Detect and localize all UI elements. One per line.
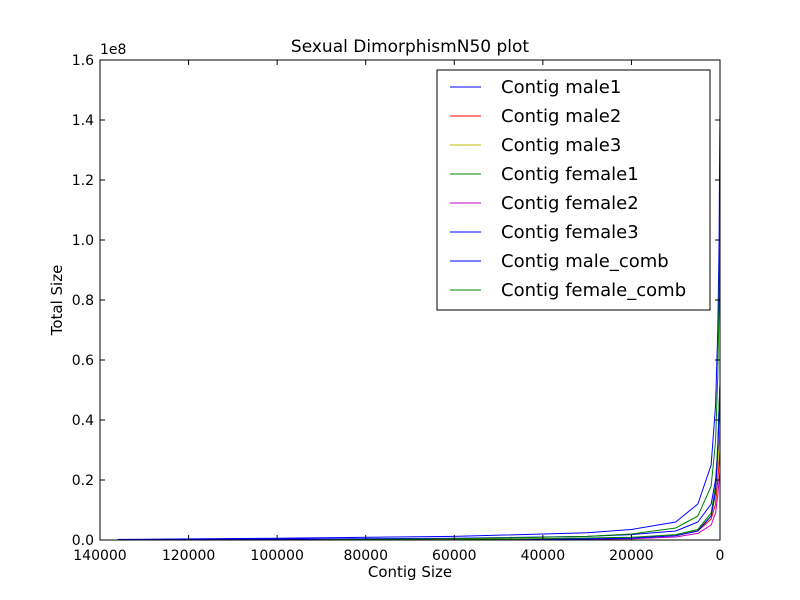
x-tick-label: 0	[716, 548, 725, 564]
y-tick-label: 0.6	[72, 353, 94, 369]
y-axis-title: Total Size	[48, 265, 66, 337]
x-axis-title: Contig Size	[368, 563, 452, 581]
x-tick-label: 20000	[609, 548, 654, 564]
legend-items: Contig male1 Contig male2 Contig male3 Cont…	[450, 77, 686, 301]
y-tick-label: 0.4	[72, 413, 94, 429]
series-line-8	[321, 200, 721, 541]
x-tick-label: 140000	[73, 548, 126, 564]
y-tick-label: 1.2	[72, 173, 94, 189]
x-tick-label: 120000	[162, 548, 215, 564]
y-ticks: 0.0 0.2 0.4 0.6 0.8 1.0 1.2 1.4 1.6	[72, 53, 720, 549]
series-line-5	[542, 470, 721, 541]
legend-label: Contig male_comb	[501, 251, 669, 272]
y-tick-label: 1.4	[72, 113, 94, 129]
x-tick-label: 100000	[250, 548, 303, 564]
legend-label: Contig male1	[501, 77, 621, 98]
chart-title: Sexual DimorphismN50 plot	[291, 37, 529, 57]
legend-label: Contig male2	[501, 106, 621, 127]
legend-label: Contig female_comb	[501, 280, 686, 301]
legend-box	[436, 69, 711, 311]
x-tick-label: 60000	[432, 548, 477, 564]
y-tick-label: 1.0	[72, 233, 94, 249]
series-line-6	[520, 395, 721, 541]
legend-label: Contig female3	[501, 222, 639, 243]
y-multiplier-label: 1e8	[100, 42, 126, 58]
y-tick-label: 0.8	[72, 293, 94, 309]
y-tick-label: 0.2	[72, 473, 94, 489]
legend-label: Contig female2	[501, 193, 639, 214]
legend-label: Contig female1	[501, 164, 639, 185]
y-tick-label: 1.6	[72, 53, 94, 69]
x-ticks: 140000 120000 100000 80000 60000 40000 20000 0	[73, 60, 724, 564]
x-tick-label: 80000	[343, 548, 388, 564]
legend-label: Contig male3	[501, 135, 621, 156]
y-tick-label: 0.0	[72, 533, 94, 549]
x-tick-label: 40000	[521, 548, 566, 564]
legend: Contig male1 Contig male2 Contig male3 Cont…	[436, 69, 711, 311]
